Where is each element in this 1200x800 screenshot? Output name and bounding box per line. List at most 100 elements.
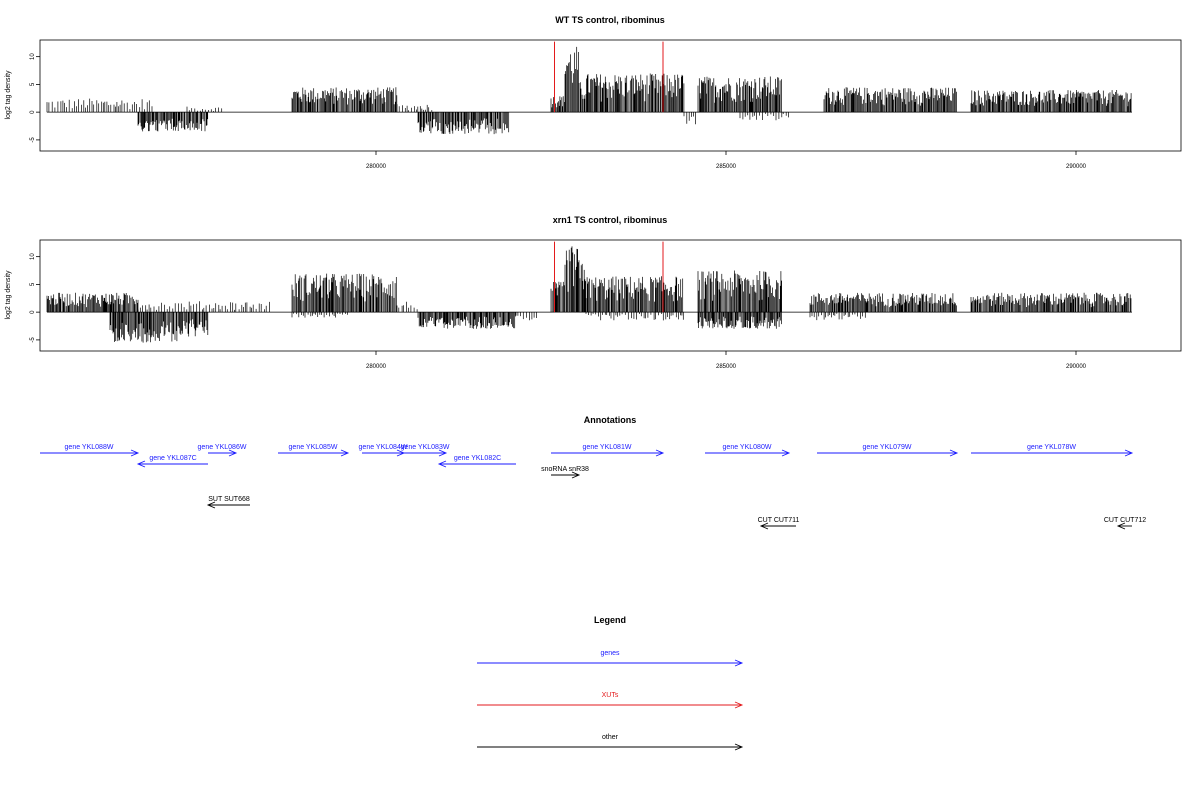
feature-label: CUT CUT711 (758, 517, 800, 524)
coverage-bar-group (585, 73, 685, 113)
feature-arrow-head (734, 659, 744, 667)
plus-strand-coverage (396, 301, 418, 313)
plus-strand-coverage (46, 292, 139, 313)
coverage-bar-group (291, 273, 397, 313)
feature-arrow-head (340, 449, 350, 457)
panel-title: xrn1 TS control, ribominus (553, 215, 668, 225)
coverage-bar-group (697, 312, 782, 329)
feature-arrow-head (1116, 522, 1126, 530)
coverage-bar-group (809, 312, 866, 321)
coverage-bar-group (291, 87, 398, 113)
feature-label: snoRNA snR38 (541, 466, 589, 473)
minus-strand-coverage (585, 312, 684, 321)
feature-arrow-head (571, 471, 581, 479)
plus-strand-coverage (550, 281, 565, 313)
plus-strand-coverage (564, 46, 579, 113)
minus-strand-coverage (109, 312, 180, 343)
feature-arrow-head (949, 449, 959, 457)
legend-label: XUTs (602, 692, 619, 699)
plus-strand-coverage (823, 87, 957, 113)
coverage-bars (46, 241, 1132, 343)
y-tick-label: 5 (30, 282, 36, 286)
feature-label: gene YKL088W (65, 444, 114, 451)
x-tick-label: 285000 (716, 364, 737, 370)
feature-label: SUT SUT668 (208, 496, 250, 503)
plus-strand-coverage (585, 276, 684, 313)
feature-label: gene YKL080W (723, 444, 772, 451)
coverage-bar-group (550, 281, 565, 313)
y-axis-label: log2 tag density (5, 70, 12, 120)
feature-arrow-head (734, 743, 744, 751)
annotation-feature: CUT CUT712 (1104, 517, 1146, 530)
plot-frame (39, 39, 1182, 152)
feature-arrow-head (130, 449, 140, 457)
plus-strand-coverage (564, 246, 579, 313)
minus-strand-coverage (515, 312, 537, 321)
coverage-bar-group (585, 312, 684, 321)
axes: 10 5 0 -5 280000 285000 290000 (30, 253, 1087, 370)
plus-strand-coverage (970, 90, 1132, 113)
coverage-bar-group (578, 82, 586, 113)
x-tick-label: 280000 (366, 164, 387, 170)
coverage-bars (46, 41, 1132, 135)
minus-strand-coverage (739, 112, 789, 121)
coverage-bar-group (550, 96, 565, 113)
legend-title: Legend (594, 615, 626, 625)
coverage-bar-group (697, 76, 782, 113)
annotation-feature: gene YKL088W (40, 444, 140, 457)
x-tick-label: 290000 (1066, 364, 1087, 370)
feature-arrow-head (734, 701, 744, 709)
feature-label: gene YKL079W (863, 444, 912, 451)
coverage-bar-group (515, 312, 537, 321)
plus-strand-coverage (291, 87, 398, 113)
coverage-bar-group (970, 292, 1132, 313)
track-panel-xrn1: xrn1 TS control, ribominus log2 tag dens… (5, 215, 1182, 370)
feature-label: CUT CUT712 (1104, 517, 1146, 524)
y-tick-label: 5 (30, 82, 36, 86)
coverage-bar-group (396, 301, 418, 313)
coverage-bar-group (417, 312, 516, 329)
feature-label: gene YKL082C (454, 455, 501, 462)
feature-arrow-head (1124, 449, 1134, 457)
y-tick-label: 0 (30, 110, 36, 114)
feature-arrow-head (206, 501, 216, 509)
feature-arrow-head (437, 460, 447, 468)
feature-label: gene YKL085W (289, 444, 338, 451)
coverage-bar-group (46, 292, 139, 313)
plus-strand-coverage (46, 98, 153, 113)
feature-arrow-head (136, 460, 146, 468)
x-tick-label: 290000 (1066, 164, 1087, 170)
coverage-bar-group (585, 276, 684, 313)
legend-item-other: other (477, 734, 744, 751)
y-tick-label: 10 (30, 53, 36, 60)
minus-strand-coverage (291, 312, 348, 318)
annotations-title: Annotations (584, 415, 637, 425)
plus-strand-coverage (697, 270, 782, 313)
coverage-bar-group (396, 104, 433, 113)
plus-strand-coverage (970, 292, 1132, 313)
coverage-bar-group (823, 87, 957, 113)
annotation-feature: gene YKL082C (437, 455, 516, 468)
feature-arrow-head (438, 449, 448, 457)
y-tick-label: 10 (30, 253, 36, 260)
annotation-feature: gene YKL086W (198, 444, 247, 457)
plus-strand-coverage (585, 73, 685, 113)
coverage-bar-group (186, 106, 223, 113)
minus-strand-coverage (179, 312, 209, 337)
x-tick-label: 285000 (716, 164, 737, 170)
legend-label: other (602, 734, 619, 741)
y-tick-label: 0 (30, 310, 36, 314)
coverage-bar-group (109, 312, 180, 343)
feature-label: gene YKL083W (401, 444, 450, 451)
feature-label: gene YKL084W (359, 444, 408, 451)
coverage-bar-group (291, 312, 348, 318)
minus-strand-coverage (683, 112, 696, 125)
plus-strand-coverage (137, 301, 270, 313)
minus-strand-coverage (417, 312, 516, 329)
feature-label: gene YKL087C (149, 455, 196, 462)
annotation-feature: snoRNA snR38 (541, 466, 589, 479)
coverage-bar-group (697, 270, 782, 313)
minus-strand-coverage (697, 312, 782, 329)
coverage-bar-group (137, 112, 209, 132)
